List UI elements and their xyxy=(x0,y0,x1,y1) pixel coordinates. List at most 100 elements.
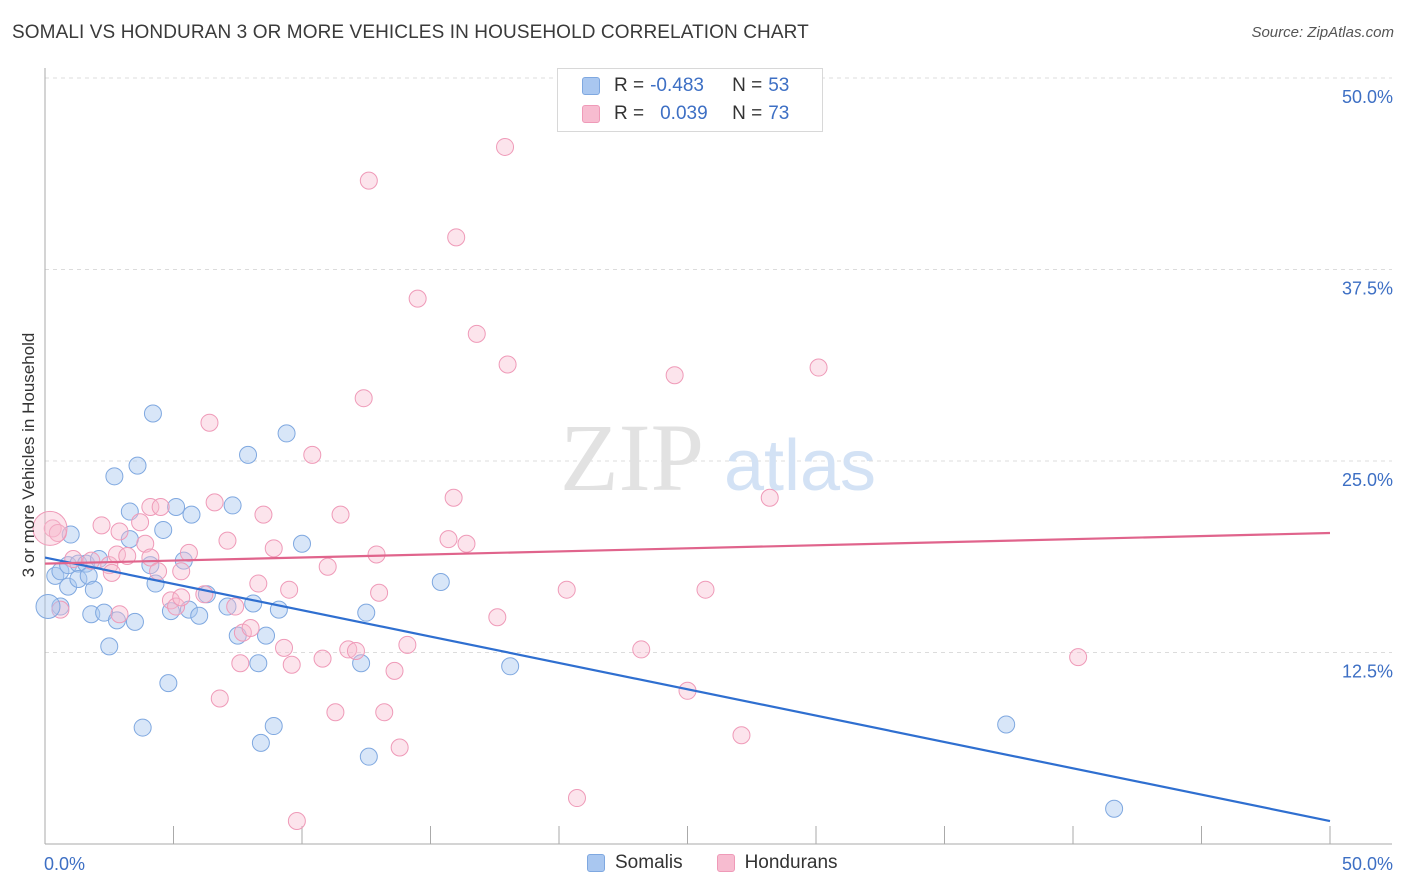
y-tick-label: 37.5% xyxy=(1342,279,1393,299)
honduran-point xyxy=(241,618,260,637)
honduran-point xyxy=(149,562,168,581)
series-label-hondurans: Hondurans xyxy=(744,852,838,873)
honduran-point xyxy=(167,597,186,616)
somali-point xyxy=(239,445,258,464)
honduran-trend-line xyxy=(44,531,1331,565)
legend-n-label: N = xyxy=(732,75,763,96)
honduran-point xyxy=(141,497,160,516)
data-points xyxy=(32,137,1124,831)
honduran-point xyxy=(408,289,427,308)
honduran-point xyxy=(346,641,365,660)
series-label-somalis: Somalis xyxy=(615,852,683,873)
honduran-point xyxy=(359,171,378,190)
honduran-point xyxy=(303,445,322,464)
honduran-point xyxy=(390,738,409,757)
somali-point xyxy=(167,497,186,516)
legend-r-value: 0.039 xyxy=(660,103,708,124)
honduran-point xyxy=(218,531,237,550)
somali-point xyxy=(249,654,268,673)
honduran-point xyxy=(370,583,389,602)
watermark-atlas: atlas xyxy=(724,426,876,506)
somali-point xyxy=(431,573,450,592)
y-tick-label: 50.0% xyxy=(1342,87,1393,107)
honduran-point xyxy=(172,562,191,581)
somali-point xyxy=(84,580,103,599)
legend-row-hondurans: R = 0.039 N = 73 xyxy=(582,102,789,126)
honduran-point xyxy=(110,522,129,541)
watermark: ZIP atlas xyxy=(560,404,876,511)
honduran-point xyxy=(354,389,373,408)
honduran-point xyxy=(375,703,394,722)
somali-point xyxy=(59,577,78,596)
honduran-point xyxy=(488,608,507,627)
axes: 12.5% 25.0% 37.5% 50.0% 0.0% 50.0% xyxy=(44,68,1393,874)
honduran-point xyxy=(136,534,155,553)
honduran-point xyxy=(339,640,358,659)
honduran-point xyxy=(249,574,268,593)
honduran-point xyxy=(496,137,515,156)
grid-lines xyxy=(45,77,1392,653)
honduran-point xyxy=(385,661,404,680)
legend-r-value: -0.483 xyxy=(650,75,704,96)
chart-title: SOMALI VS HONDURAN 3 OR MORE VEHICLES IN… xyxy=(12,22,809,43)
honduran-point xyxy=(444,488,463,507)
somali-point xyxy=(35,594,61,620)
watermark-zip: ZIP xyxy=(560,404,704,511)
honduran-point xyxy=(287,812,306,831)
somali-point xyxy=(218,597,237,616)
honduran-point xyxy=(280,580,299,599)
legend-n-label: N = xyxy=(732,103,763,124)
honduran-point xyxy=(447,228,466,247)
somali-point xyxy=(105,467,124,486)
legend-r-label: R = xyxy=(614,103,645,124)
somali-point xyxy=(82,605,101,624)
somali-point xyxy=(100,637,119,656)
honduran-point xyxy=(282,655,301,674)
honduran-point xyxy=(205,493,224,512)
somali-point xyxy=(128,456,147,475)
somali-point xyxy=(154,520,173,539)
honduran-point xyxy=(632,640,651,659)
honduran-point xyxy=(275,638,294,657)
honduran-point xyxy=(254,505,273,524)
honduran-point xyxy=(82,551,101,570)
somali-point xyxy=(69,569,88,588)
honduran-point xyxy=(1069,648,1088,667)
honduran-point xyxy=(557,580,576,599)
legend-swatch-hondurans xyxy=(582,105,600,123)
honduran-point xyxy=(313,649,332,668)
honduran-point xyxy=(732,726,751,745)
honduran-point xyxy=(231,654,250,673)
somali-point xyxy=(125,612,144,631)
x-tick-label: 50.0% xyxy=(1342,854,1393,874)
honduran-point xyxy=(51,600,70,619)
correlation-legend: R = -0.483 N = 53 R = 0.039 N = 73 xyxy=(557,68,823,132)
somali-point xyxy=(223,496,242,515)
honduran-point xyxy=(467,324,486,343)
y-tick-label: 12.5% xyxy=(1342,662,1393,682)
honduran-point xyxy=(439,530,458,549)
honduran-point xyxy=(172,588,191,607)
honduran-point xyxy=(696,580,715,599)
honduran-point xyxy=(118,546,137,565)
series-legend: Somalis Hondurans xyxy=(587,852,872,874)
series-legend-somalis: Somalis xyxy=(587,852,683,874)
legend-n-value: 53 xyxy=(768,75,790,96)
honduran-point xyxy=(179,543,198,562)
somali-trend-line xyxy=(44,556,1331,823)
somali-point xyxy=(143,404,162,423)
somali-point xyxy=(133,718,152,737)
somali-point xyxy=(277,424,296,443)
somali-point xyxy=(251,733,270,752)
honduran-point xyxy=(331,505,350,524)
honduran-point xyxy=(567,789,586,808)
chart-source: Source: ZipAtlas.com xyxy=(1251,24,1394,41)
x-tick-label: 0.0% xyxy=(44,854,85,874)
legend-swatch-somalis xyxy=(582,77,600,95)
somali-point xyxy=(1105,799,1124,818)
honduran-point xyxy=(326,703,345,722)
somali-point xyxy=(190,606,209,625)
somali-point xyxy=(359,747,378,766)
somali-point xyxy=(159,674,178,693)
